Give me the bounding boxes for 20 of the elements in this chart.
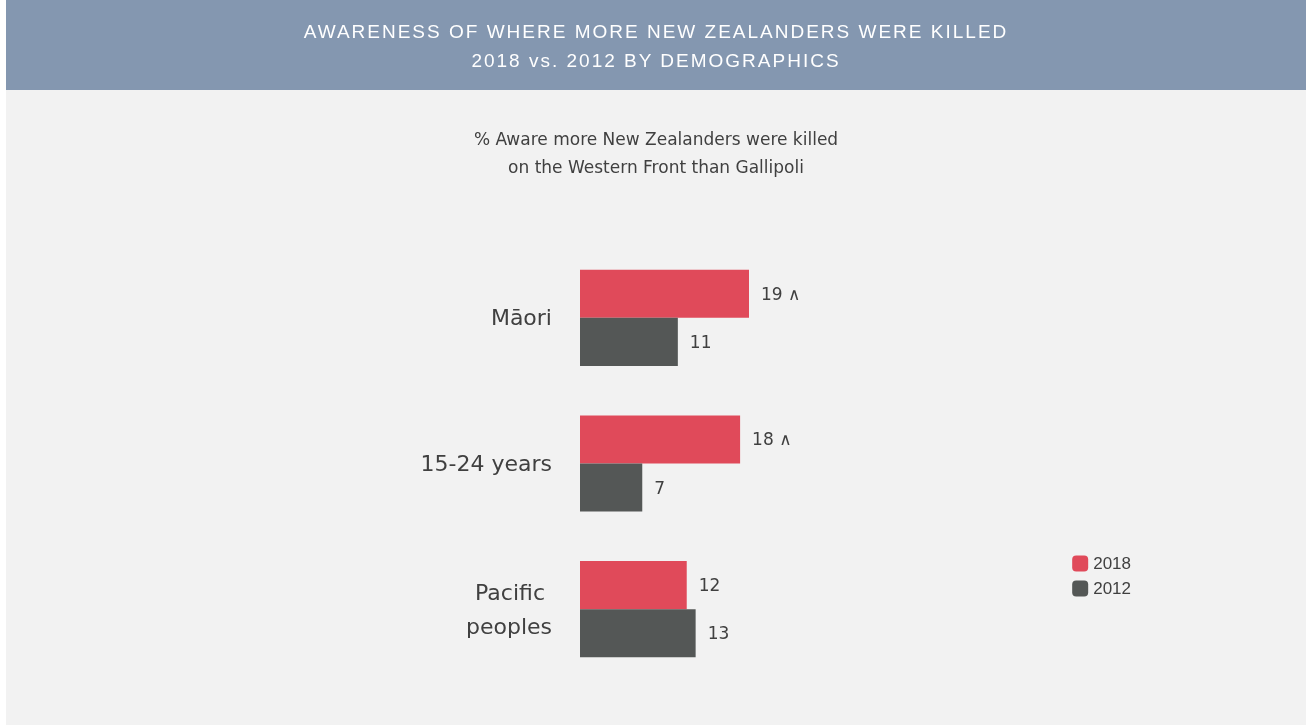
data-label: 19 ∧ bbox=[761, 283, 801, 304]
bar bbox=[580, 269, 749, 318]
data-label: 11 bbox=[689, 331, 712, 352]
legend-label: 2018 bbox=[1093, 554, 1132, 573]
data-label: 7 bbox=[654, 477, 666, 498]
bar bbox=[580, 463, 643, 512]
data-label: 13 bbox=[707, 623, 730, 644]
bar bbox=[580, 317, 678, 366]
bar bbox=[580, 609, 696, 658]
bar bbox=[580, 415, 741, 464]
y-tick-label: 15-24 years bbox=[420, 451, 552, 476]
y-tick-label: Māori bbox=[490, 305, 552, 331]
chart-title: AWARENESS OF WHERE MORE NEW ZEALANDERS WERE KILLED bbox=[302, 20, 1010, 44]
bar bbox=[580, 561, 687, 610]
chart-subtitle: 2018 vs. 2012 BY DEMOGRAPHICS bbox=[470, 49, 842, 73]
data-label: 12 bbox=[698, 575, 721, 596]
data-label: 18 ∧ bbox=[752, 429, 792, 450]
text: % Aware more New Zealanders were killed on the Western Front than Gallipoli bbox=[473, 129, 839, 177]
y-tick-label: Pacific peoples bbox=[465, 579, 552, 639]
legend-label: 2012 bbox=[1093, 579, 1132, 598]
